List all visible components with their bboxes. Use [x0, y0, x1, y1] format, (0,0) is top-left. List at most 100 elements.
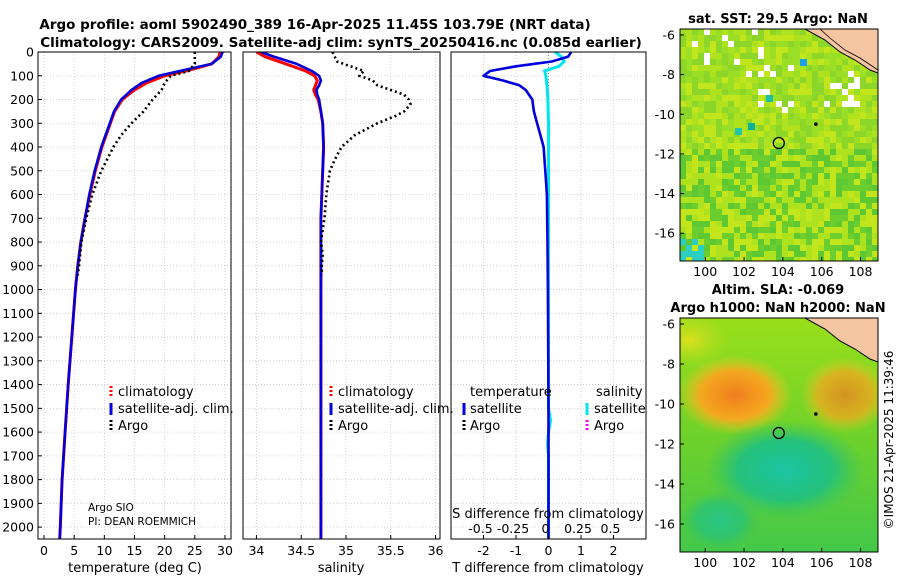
sst-cell — [860, 161, 867, 168]
sst-cell — [794, 137, 801, 144]
sst-cell — [806, 197, 813, 204]
sst-cell — [722, 143, 729, 150]
sst-cell — [818, 53, 825, 60]
sst-cell — [800, 107, 807, 114]
s-tick-label: -0.5 — [468, 521, 492, 536]
x-tick-label: 34.5 — [287, 543, 315, 558]
sst-cell — [740, 203, 747, 210]
sst-cell — [746, 209, 753, 216]
sst-cell — [734, 119, 741, 126]
sst-cell — [770, 77, 777, 84]
sst-cell — [716, 227, 723, 234]
sst-cell — [800, 137, 807, 144]
sst-cell — [794, 191, 801, 198]
sst-cell — [830, 65, 837, 72]
sst-cell — [812, 239, 819, 246]
sst-cell — [692, 227, 699, 234]
sst-cell — [764, 239, 771, 246]
sst-cell — [758, 197, 765, 204]
sst-cell — [800, 29, 807, 36]
sst-cell — [836, 215, 843, 222]
sst-cell — [794, 197, 801, 204]
sst-cell — [770, 143, 777, 150]
sst-cell — [716, 125, 723, 132]
sst-cell — [716, 29, 723, 36]
sst-cell — [704, 35, 711, 42]
sst-cell — [794, 89, 801, 96]
sst-cell — [680, 143, 687, 150]
x-tick-label: 0 — [40, 543, 48, 558]
sst-cell — [704, 209, 711, 216]
sst-cell — [770, 173, 777, 180]
sst-cell — [800, 251, 807, 258]
map-lon-tick-label: 104 — [771, 555, 795, 570]
sst-cell — [800, 47, 807, 54]
sst-cell — [830, 251, 837, 258]
sst-cell — [686, 215, 693, 222]
sst-cell — [818, 113, 825, 120]
sst-cell — [824, 137, 831, 144]
sst-cell — [776, 233, 783, 240]
sst-cell — [872, 149, 878, 156]
sst-cell — [770, 179, 777, 186]
sst-cell — [854, 95, 861, 102]
sst-cell — [836, 59, 843, 66]
sst-cell — [848, 245, 855, 252]
sst-cell — [872, 137, 878, 144]
sst-cell — [788, 65, 795, 72]
sst-cell — [812, 251, 819, 258]
sst-cell — [686, 251, 693, 258]
x-tick-label: 2 — [610, 543, 618, 558]
sst-cell — [734, 95, 741, 102]
sst-cell — [812, 113, 819, 120]
sst-cell — [782, 185, 789, 192]
sst-cell — [866, 173, 873, 180]
sst-cell — [740, 41, 747, 48]
sst-cell — [854, 59, 861, 66]
sst-cell — [776, 65, 783, 72]
sst-cell — [710, 71, 717, 78]
sst-cell — [860, 179, 867, 186]
sst-cell — [872, 89, 878, 96]
sst-cell — [830, 227, 837, 234]
sst-cell — [806, 161, 813, 168]
sst-cell — [782, 71, 789, 78]
sst-cell — [680, 191, 687, 198]
sst-cell — [860, 83, 867, 90]
sst-cell — [836, 185, 843, 192]
sst-cell — [776, 59, 783, 66]
sst-cell — [692, 179, 699, 186]
sst-cell — [698, 185, 705, 192]
sst-cell — [728, 137, 735, 144]
sst-cell — [698, 233, 705, 240]
s-tick-label: 0 — [542, 521, 550, 536]
sst-cell — [812, 95, 819, 102]
sst-cell — [716, 215, 723, 222]
sst-cell — [716, 155, 723, 162]
sst-cell — [722, 233, 729, 240]
sst-cell — [830, 83, 837, 90]
sst-cell — [722, 197, 729, 204]
sst-cell — [812, 89, 819, 96]
sst-cell — [734, 107, 741, 114]
sst-cell — [830, 131, 837, 138]
sst-cell — [704, 65, 711, 72]
sst-cell — [740, 233, 747, 240]
sst-cell — [728, 191, 735, 198]
sst-cell — [776, 41, 783, 48]
sst-cell — [722, 215, 729, 222]
map-lat-tick-label: -16 — [655, 517, 675, 532]
sst-cell — [716, 233, 723, 240]
sst-cell — [680, 215, 687, 222]
sst-cell — [698, 59, 705, 66]
sst-cell — [680, 119, 687, 126]
sst-cell — [818, 209, 825, 216]
depth-tick-label: 600 — [10, 187, 34, 202]
sst-cell — [758, 155, 765, 162]
sst-cell — [710, 83, 717, 90]
sst-cell — [866, 251, 873, 258]
sst-cell — [686, 143, 693, 150]
sst-cell — [776, 77, 783, 84]
sst-cell — [854, 125, 861, 132]
sst-cell — [746, 143, 753, 150]
